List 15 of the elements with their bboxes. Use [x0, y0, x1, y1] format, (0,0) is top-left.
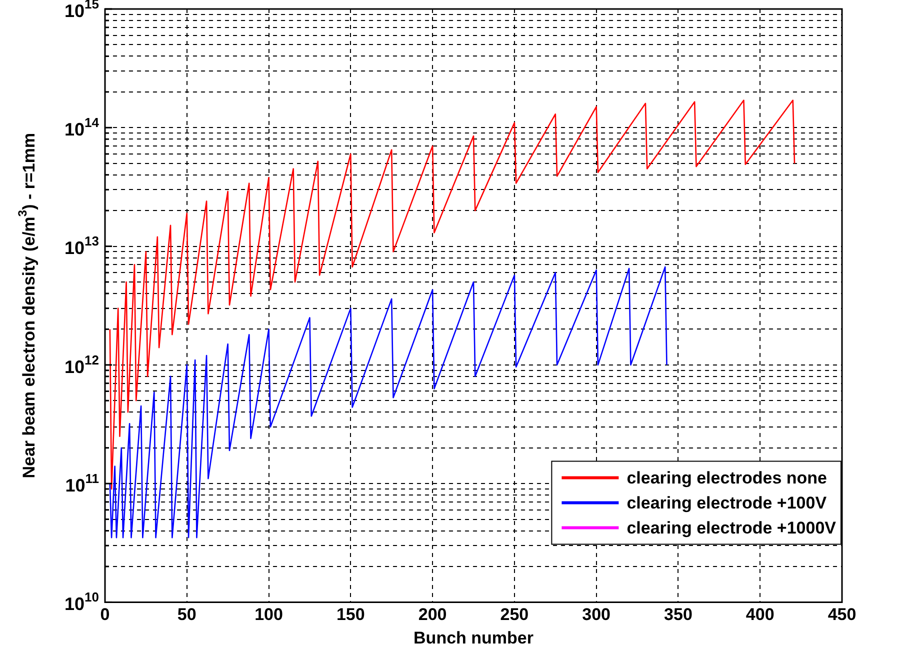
- legend-label: clearing electrodes none: [626, 468, 827, 488]
- x-tick-label: 0: [100, 605, 110, 624]
- y-axis-title: Near beam electron density (e/m3) - r=1mm: [16, 132, 39, 478]
- x-axis-title: Bunch number: [414, 628, 534, 648]
- x-tick-label: 50: [177, 605, 196, 624]
- x-tick-label: 350: [664, 605, 692, 624]
- x-tick-label: 200: [418, 605, 447, 624]
- x-tick-label: 250: [500, 605, 529, 624]
- x-tick-label: 400: [746, 605, 774, 624]
- x-tick-label: 100: [254, 605, 283, 624]
- legend-label: clearing electrode +1000V: [626, 518, 837, 538]
- x-tick-label: 300: [582, 605, 611, 624]
- x-tick-label: 150: [336, 605, 365, 624]
- x-tick-label: 450: [828, 605, 856, 624]
- legend-label: clearing electrode +100V: [626, 493, 828, 512]
